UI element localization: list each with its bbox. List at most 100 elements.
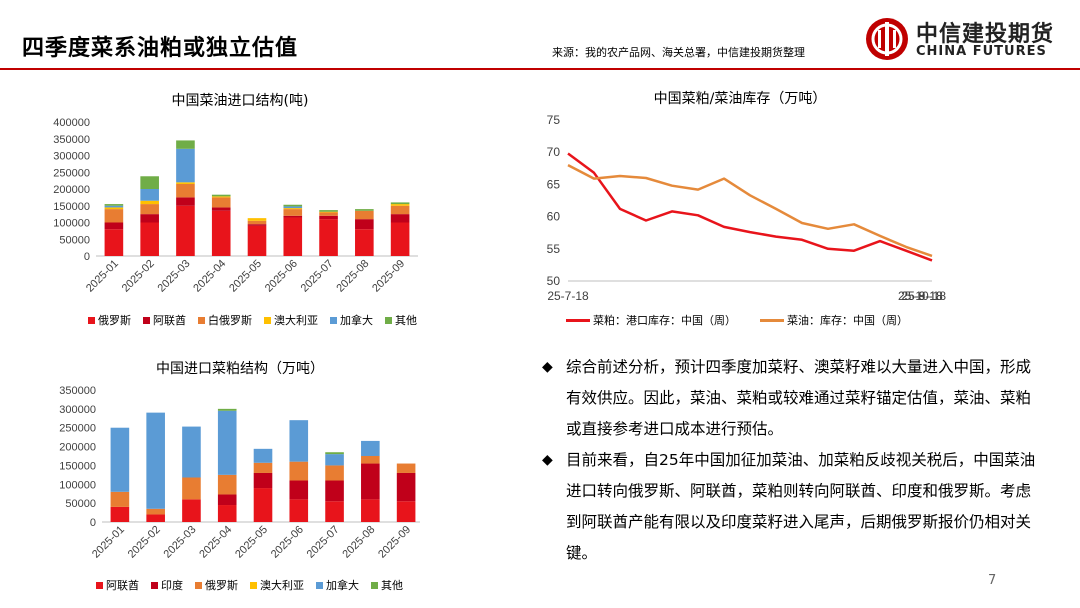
bar-segment — [104, 229, 124, 256]
bullet-item: ◆ 综合前述分析，预计四季度加菜籽、澳菜籽难以大量进入中国，形成有效供应。因此，… — [542, 352, 1042, 445]
y-tick-label: 0 — [84, 251, 90, 263]
bar-segment — [361, 499, 380, 522]
legend-label: 俄罗斯 — [205, 579, 238, 592]
bar-segment — [211, 210, 231, 256]
bar-segment — [247, 218, 267, 221]
bar-segment — [325, 465, 344, 481]
legend-entry: 阿联酋 — [96, 577, 139, 593]
legend-entry: 阿联酋 — [143, 312, 186, 328]
y-tick-label: 65 — [547, 177, 561, 191]
chart-title-inventory: 中国菜粕/菜油库存（万吨） — [653, 91, 827, 107]
bar-segment — [182, 426, 201, 478]
legend-entry: 俄罗斯 — [195, 577, 238, 593]
bar-segment — [319, 219, 338, 256]
bar-segment — [319, 210, 338, 212]
legend-swatch — [96, 581, 103, 589]
bar-segment — [247, 220, 267, 225]
bar-segment — [319, 211, 338, 213]
legend-entry: 俄罗斯 — [88, 312, 131, 328]
y-tick-label: 250000 — [53, 167, 90, 179]
bar-segment — [182, 499, 201, 522]
bar-segment — [253, 448, 273, 463]
bar-segment — [355, 219, 374, 230]
legend-swatch — [760, 318, 784, 322]
bar-segment — [140, 222, 159, 256]
y-tick-label: 300000 — [59, 404, 96, 416]
bar-segment — [390, 222, 410, 256]
bar-segment — [211, 197, 231, 208]
legend-swatch — [385, 316, 392, 324]
bar-segment — [319, 212, 338, 216]
bar-segment — [146, 508, 165, 515]
bar-segment — [390, 205, 410, 215]
bar-segment — [217, 408, 237, 411]
x-tick-label: 2025-08 — [340, 524, 377, 561]
x-tick-label: 2025-01 — [90, 524, 127, 561]
bar-segment — [217, 505, 237, 522]
oil-imports-legend: 俄罗斯 阿联酋 白俄罗斯 澳大利亚 加拿大 其他 — [88, 312, 417, 328]
bar-segment — [182, 477, 201, 500]
legend-entry: 澳大利亚 — [264, 312, 318, 328]
x-tick-label: 2025-05 — [227, 258, 264, 295]
x-tick-label: 2025-08 — [334, 258, 371, 295]
bar-segment — [176, 140, 195, 149]
y-tick-label: 100000 — [53, 218, 90, 230]
x-tick-label: 2025-04 — [191, 258, 228, 295]
bar-segment — [361, 456, 380, 464]
logo-chinese: 中信建投期货 — [916, 22, 1055, 47]
x-tick-label: 25-10-18 — [898, 289, 946, 303]
bar-segment — [325, 454, 344, 466]
y-tick-label: 250000 — [59, 423, 96, 435]
y-tick-label: 100000 — [59, 479, 96, 491]
bar-segment — [289, 499, 309, 522]
legend-swatch — [330, 316, 337, 324]
bar-segment — [104, 204, 124, 206]
x-tick-label: 2025-04 — [197, 524, 234, 561]
series-line — [567, 152, 933, 262]
bar-segment — [390, 204, 410, 206]
bar-segment — [325, 501, 344, 522]
bar-segment — [211, 194, 231, 197]
diamond-bullet-icon: ◆ — [542, 359, 553, 375]
legend-label: 澳大利亚 — [274, 314, 318, 327]
y-tick-label: 300000 — [53, 151, 90, 163]
inventory-legend: 菜粕：港口库存：中国（周） 菜油：库存：中国（周） — [566, 312, 908, 328]
y-tick-label: 50000 — [59, 234, 90, 246]
legend-swatch — [195, 581, 202, 589]
oil-imports-chart: 0 50000 100000 150000 200000 250000 300000 3500… — [53, 117, 418, 295]
bar-segment — [396, 472, 416, 502]
y-tick-label: 0 — [90, 517, 96, 529]
y-tick-label: 50000 — [65, 498, 96, 510]
legend-swatch — [143, 316, 150, 324]
bullet-item: ◆ 目前来看，自25年中国加征加菜油、加菜粕反歧视关税后，中国菜油进口转向俄罗斯… — [542, 445, 1042, 569]
diamond-bullet-icon: ◆ — [542, 452, 553, 468]
y-tick-label: 150000 — [53, 201, 90, 213]
legend-label: 澳大利亚 — [260, 579, 304, 592]
page-number: 7 — [988, 573, 997, 588]
x-tick-label: 2025-02 — [120, 258, 157, 295]
page-title: 四季度菜系油粕或独立估值 — [22, 36, 299, 61]
bar-segment — [361, 463, 380, 500]
legend-label: 印度 — [161, 579, 183, 592]
bar-segment — [390, 214, 410, 223]
logo-english: CHINA FUTURES — [916, 44, 1047, 59]
legend-label: 加拿大 — [340, 314, 373, 327]
y-tick-label: 200000 — [53, 184, 90, 196]
chart-title-oil-imports: 中国菜油进口结构(吨) — [171, 93, 309, 109]
legend-entry: 其他 — [371, 577, 403, 593]
legend-entry: 加拿大 — [316, 577, 359, 593]
legend-label: 其他 — [395, 314, 417, 327]
bar-segment — [247, 224, 267, 226]
legend-swatch — [316, 581, 323, 589]
y-tick-label: 350000 — [53, 134, 90, 146]
inventory-chart: 50 55 60 65 70 75 25-7-18 25-8-1825-9-1825-10-1… — [547, 113, 947, 303]
bar-segment — [217, 410, 237, 475]
x-tick-label: 2025-02 — [126, 524, 163, 561]
bar-segment — [390, 202, 410, 205]
legend-swatch — [151, 581, 158, 589]
bar-segment — [140, 200, 159, 205]
legend-label: 阿联酋 — [153, 314, 186, 327]
legend-swatch — [264, 316, 271, 324]
bar-segment — [283, 215, 303, 218]
bar-segment — [283, 204, 303, 207]
